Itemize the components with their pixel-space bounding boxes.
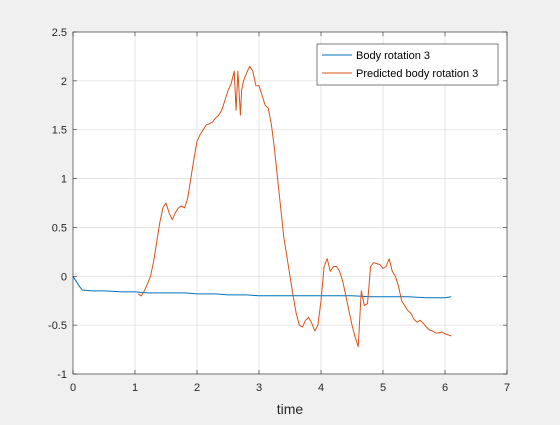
x-axis-label: time (277, 401, 304, 417)
x-axis: 0 1 2 3 4 5 6 7 (70, 32, 510, 394)
y-tick-label: 1 (61, 174, 67, 186)
series-line-body-rotation (72, 276, 452, 299)
legend: Body rotation 3 Predicted body rotation … (316, 43, 499, 86)
x-tick-label: 3 (256, 382, 262, 394)
y-tick-label: 2.5 (52, 27, 67, 39)
series-layer (72, 65, 452, 348)
x-tick-label: 1 (132, 382, 138, 394)
series-line-predicted-body-rotation (137, 65, 452, 348)
legend-label-predicted-body-rotation: Predicted body rotation 3 (356, 68, 478, 80)
x-tick-label: 2 (194, 382, 200, 394)
y-tick-label: -1 (57, 369, 67, 381)
y-axis: -1 -0.5 0 0.5 1 1.5 2 2.5 (48, 27, 507, 381)
y-tick-label: 0 (61, 271, 67, 283)
x-tick-label: 5 (380, 382, 386, 394)
y-tick-label: 1.5 (52, 125, 67, 137)
x-tick-label: 7 (504, 382, 510, 394)
plot-area (73, 32, 507, 374)
y-tick-label: 0.5 (52, 222, 67, 234)
legend-box (316, 43, 499, 86)
x-tick-label: 6 (442, 382, 448, 394)
x-tick-label: 4 (318, 382, 324, 394)
legend-label-body-rotation: Body rotation 3 (356, 50, 430, 62)
y-tick-label: 2 (61, 76, 67, 88)
x-tick-label: 0 (70, 382, 76, 394)
y-tick-label: -0.5 (48, 320, 67, 332)
axes-box (72, 31, 508, 375)
